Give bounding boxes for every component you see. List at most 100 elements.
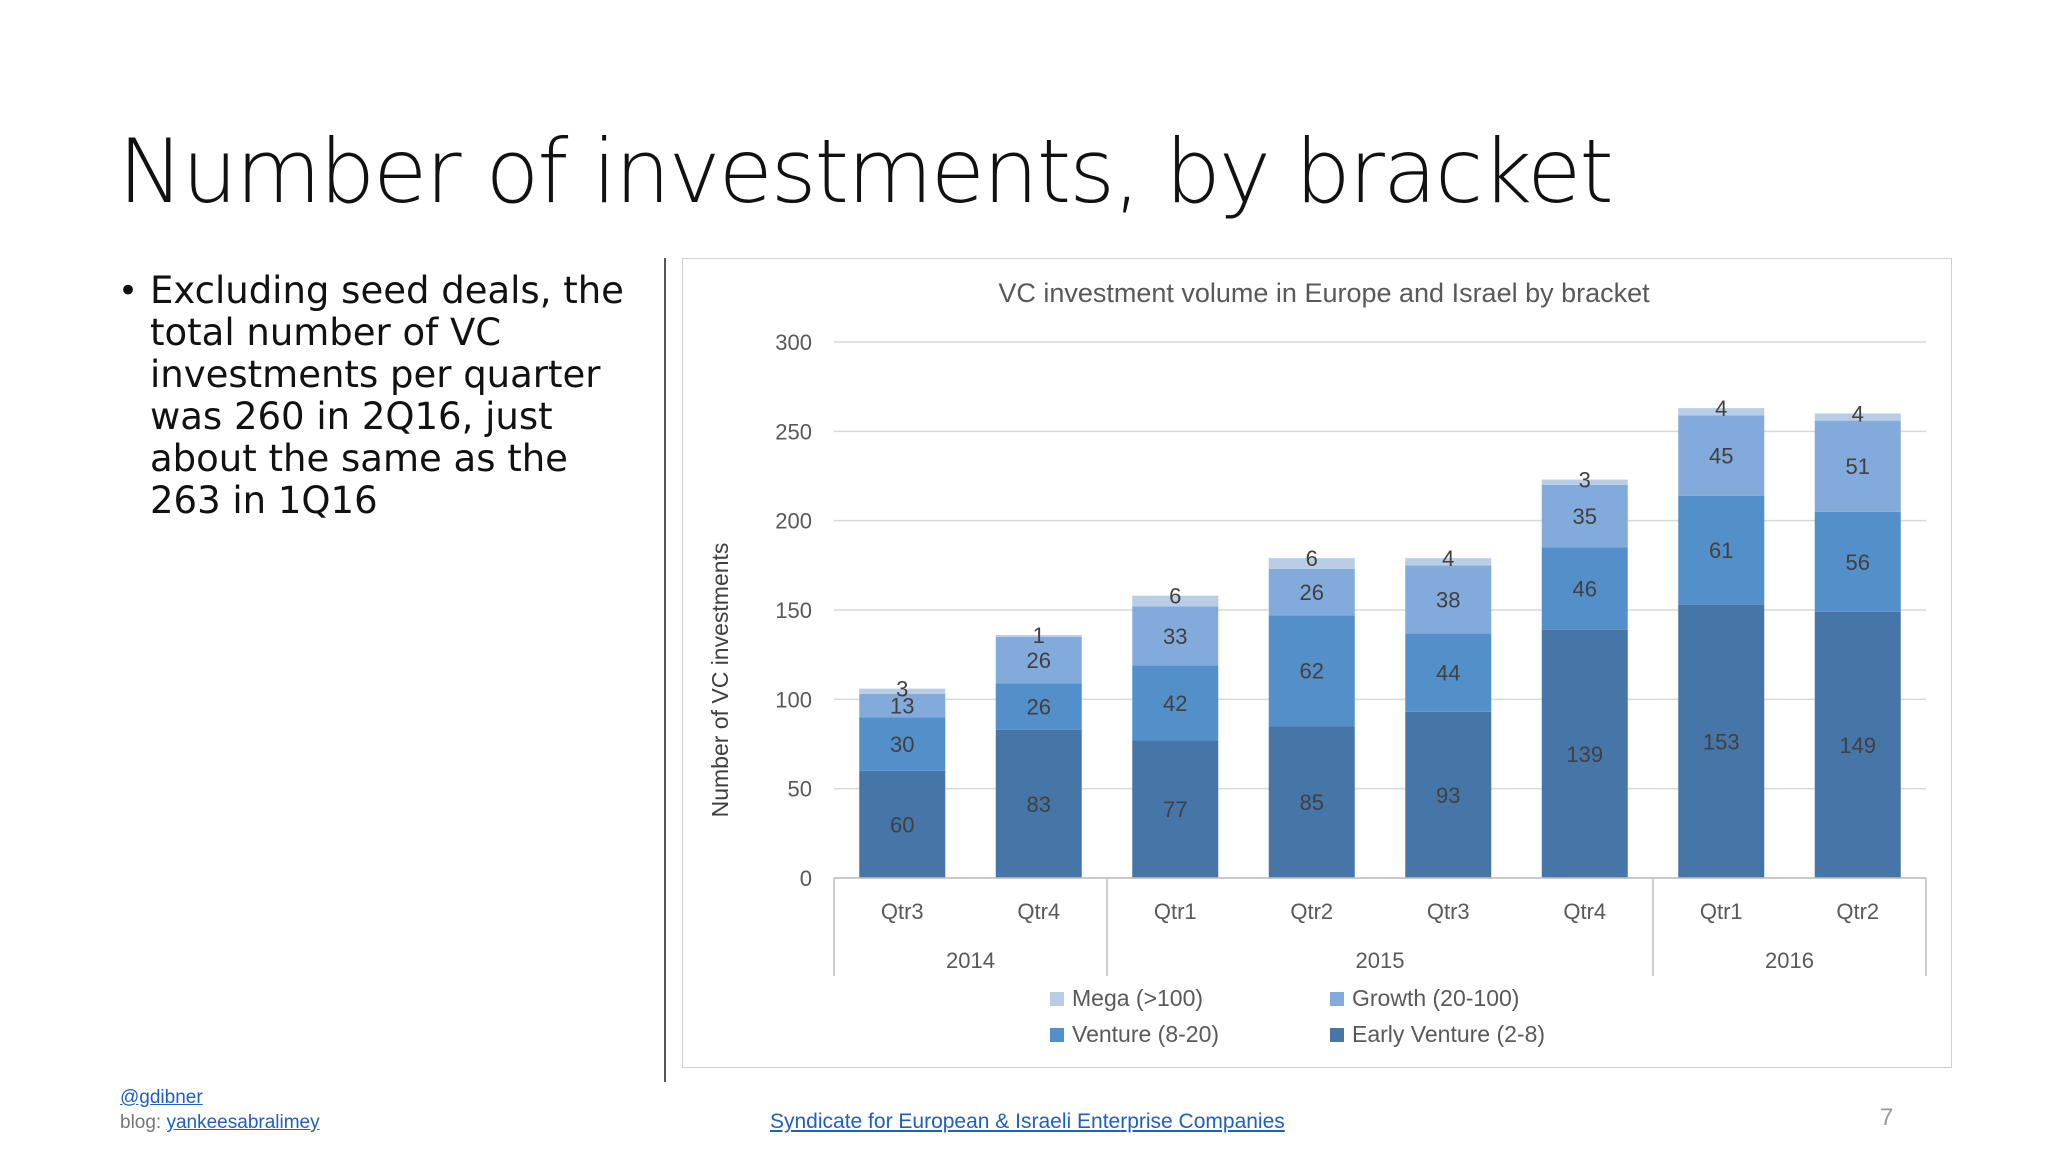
x-tick-label: Qtr3 [1427,899,1470,924]
bar-segment [1405,711,1492,878]
data-label: 85 [1300,790,1324,815]
data-label: 56 [1846,550,1870,575]
data-label: 38 [1436,587,1460,612]
bar-segment [1678,604,1765,878]
bar-segment [1814,611,1901,878]
data-label: 45 [1709,443,1733,468]
data-label: 3 [896,677,908,702]
data-label: 153 [1703,729,1740,754]
x-tick-label: Qtr4 [1017,899,1060,924]
data-label: 26 [1300,580,1324,605]
x-group-label: 2016 [1765,948,1814,973]
data-label: 93 [1436,783,1460,808]
legend: Mega (>100) Growth (20-100) Venture (8-20)… [1050,985,1545,1047]
bar-segment [1132,665,1219,741]
x-tick-label: Qtr2 [1836,899,1879,924]
legend-label: Growth (20-100) [1352,985,1519,1011]
data-label: 4 [1442,546,1454,571]
bar-segment [1541,629,1628,878]
legend-label: Mega (>100) [1072,985,1203,1011]
blog-prefix: blog: [120,1112,167,1133]
data-label: 60 [890,812,914,837]
bar-segment [859,688,946,694]
x-tick-label: Qtr4 [1563,899,1606,924]
bar-segment [1268,558,1355,569]
data-label: 26 [1027,648,1051,673]
vertical-divider [664,258,666,1082]
y-axis-ticks: 0 50 100 150 200 250 300 [775,330,812,891]
bar-segment [1268,615,1355,727]
data-label: 30 [890,732,914,757]
y-axis-label: Number of VC investments [707,543,733,818]
legend-label: Early Venture (2-8) [1352,1021,1545,1047]
x-group-label: 2015 [1356,948,1405,973]
bar-segment [1678,495,1765,605]
y-tick-label: 150 [775,598,812,623]
data-label: 1 [1033,623,1045,648]
data-label: 35 [1573,504,1597,529]
bar-segment [995,729,1082,878]
legend-swatch [1330,1028,1344,1042]
data-label: 4 [1852,401,1864,426]
y-tick-label: 100 [775,687,812,712]
x-tick-label: Qtr1 [1700,899,1743,924]
x-tick-label: Qtr3 [881,899,924,924]
data-label: 33 [1163,624,1187,649]
stacked-bar-chart: VC investment volume in Europe and Israe… [707,278,1927,1047]
y-tick-label: 300 [775,330,812,355]
bar-segment [1268,568,1355,616]
organization-link[interactable]: Syndicate for European & Israeli Enterpr… [770,1110,1285,1133]
data-label: 83 [1027,792,1051,817]
bar-segment [1678,408,1765,416]
legend-swatch [1330,992,1344,1006]
twitter-handle-link[interactable]: @gdibner [120,1087,203,1108]
bar-segment [1405,558,1492,566]
blog-link[interactable]: yankeesabralimey [166,1112,320,1133]
data-label: 139 [1566,742,1603,767]
data-label: 6 [1306,546,1318,571]
bar-segment [1678,415,1765,496]
blog-line: blog: yankeesabralimey [120,1112,320,1134]
slide-title: Number of investments, by bracket [118,120,1614,223]
bar-segment [1405,633,1492,712]
data-label: 26 [1027,694,1051,719]
bar-segment [1132,595,1219,607]
bullet-item: Excluding seed deals, the total number o… [118,270,638,522]
y-tick-label: 0 [800,866,812,891]
bar-segment [1132,740,1219,878]
bar-segment [1405,565,1492,634]
data-label: 62 [1300,659,1324,684]
x-group-label: 2014 [946,948,995,973]
bar-segment [1541,479,1628,485]
bar-segment [1541,547,1628,630]
bar-segment [995,683,1082,730]
legend-label: Venture (8-20) [1072,1021,1219,1047]
data-label: 77 [1163,797,1187,822]
data-label: 13 [890,694,914,719]
x-tick-label: Qtr2 [1290,899,1333,924]
bar-segment [1814,511,1901,612]
data-label: 6 [1169,584,1181,609]
legend-swatch [1050,992,1064,1006]
legend-swatch [1050,1028,1064,1042]
page-number: 7 [1880,1104,1894,1131]
data-label: 42 [1163,691,1187,716]
bar-segment [1814,420,1901,512]
data-label: 4 [1715,396,1727,421]
bar-segment [1541,484,1628,548]
y-tick-label: 50 [788,777,812,802]
bar-segment [859,717,946,771]
bars [859,408,1901,878]
data-label: 3 [1579,468,1591,493]
y-tick-label: 200 [775,509,812,534]
data-label: 61 [1709,538,1733,563]
bar-segment [1268,726,1355,878]
bullet-list: Excluding seed deals, the total number o… [118,270,638,522]
data-label: 46 [1573,577,1597,602]
data-label: 51 [1846,454,1870,479]
x-axis: Qtr3 Qtr4 Qtr1 Qtr2 Qtr3 Qtr4 Qtr1 Qtr2 2014 2015… [833,877,1927,976]
chart-title: VC investment volume in Europe and Israe… [998,278,1650,308]
bar-segment [1814,413,1901,421]
bar-segment [1132,606,1219,666]
bar-segment [995,635,1082,637]
